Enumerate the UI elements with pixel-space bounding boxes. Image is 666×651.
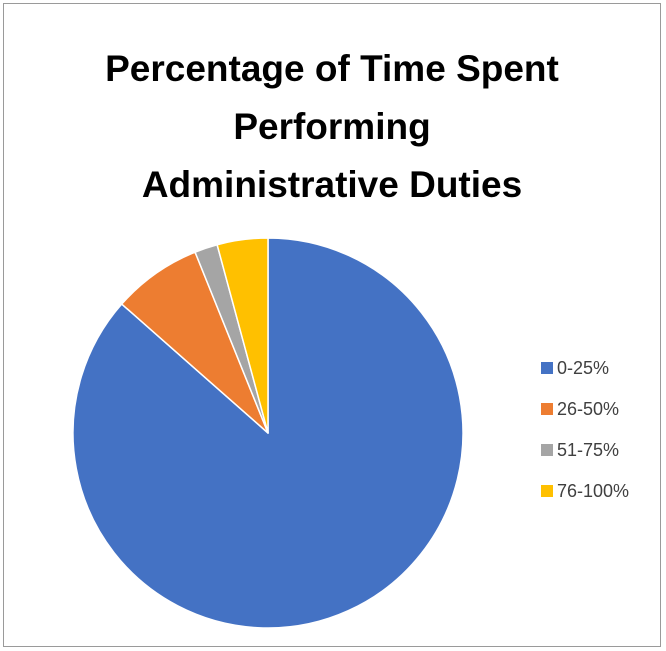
legend-item-51-75: 51-75% (541, 438, 629, 462)
legend-label: 76-100% (557, 480, 630, 501)
chart-title-line-3: Administrative Duties (141, 164, 523, 205)
chart-title: Percentage of Time Spent Performing Admi… (4, 40, 660, 214)
legend-label: 26-50% (557, 398, 620, 419)
legend-item-26-50: 26-50% (541, 397, 629, 421)
legend-swatch (541, 485, 553, 497)
legend-swatch (541, 444, 553, 456)
chart-legend: 0-25% 26-50% 51-75% 76-100% (541, 356, 629, 520)
legend-swatch (541, 403, 553, 415)
legend-label: 0-25% (557, 357, 610, 378)
chart-title-line-2: Performing (233, 106, 431, 147)
pie-slice-76-100 (216, 237, 269, 434)
legend-item-76-100: 76-100% (541, 479, 629, 503)
legend-item-0-25: 0-25% (541, 356, 629, 380)
legend-swatch (541, 362, 553, 374)
chart-title-line-1: Percentage of Time Spent (105, 48, 559, 89)
legend-label: 51-75% (557, 439, 620, 460)
